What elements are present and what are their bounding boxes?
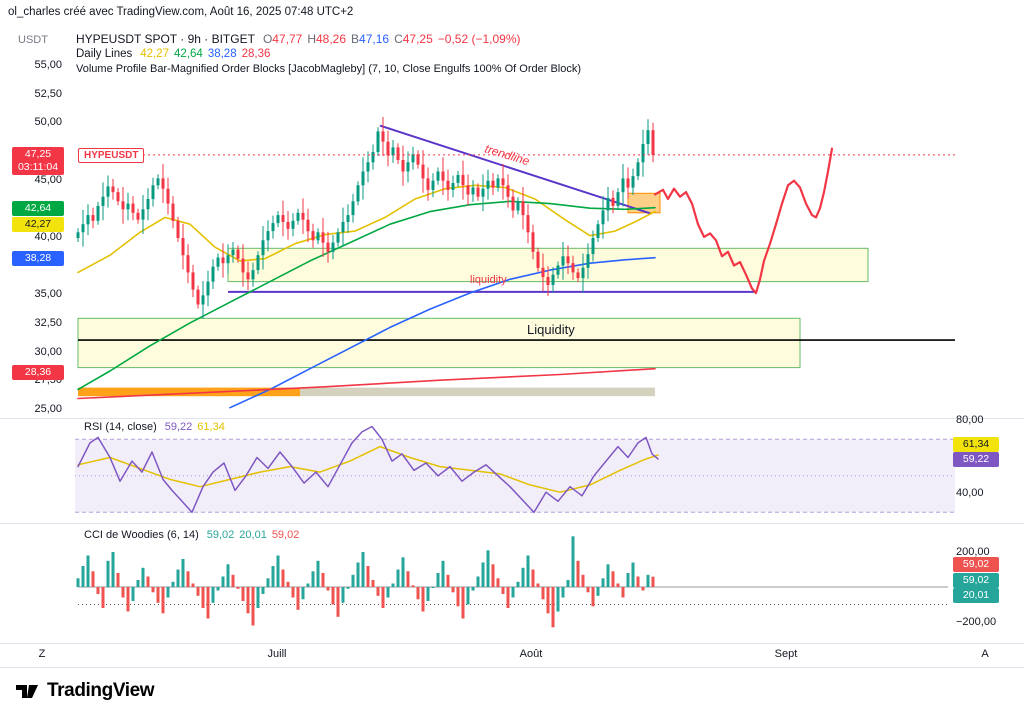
legend-part: 28,36 [241, 48, 271, 60]
price-tick-label: 55,00 [34, 59, 62, 71]
legend-part: HYPEUSDT SPOT · 9h · BITGET [76, 32, 255, 46]
legend-part: −0,52 (−1,09%) [437, 32, 521, 46]
legend-part: RSI (14, close) [84, 421, 157, 433]
legend-part: 59,02 [206, 529, 235, 541]
legend-part: 48,26 [315, 32, 347, 46]
legend-part: B [351, 32, 360, 46]
daily-line-price-badge: 28,36 [12, 365, 64, 380]
indicator-scale-label: 40,00 [956, 487, 984, 499]
liquidity-label-large: Liquidity [527, 322, 575, 337]
legend-part: 42,27 [140, 48, 170, 60]
legend-part: C [394, 32, 403, 46]
time-axis-label: Z [38, 648, 46, 660]
price-tick-label: 45,00 [34, 174, 62, 186]
indicator-scale-label: −200,00 [956, 616, 997, 628]
legend-part: 59,22 [164, 421, 193, 433]
recent-order-block [627, 192, 661, 214]
price-tick-label: 32,50 [34, 317, 62, 329]
indicator-scale-label: 200,00 [956, 546, 990, 558]
daily-line-green [77, 200, 656, 391]
cci-legend[interactable]: CCI de Woodies (6, 14) 59,02 20,01 59,02 [84, 529, 304, 541]
volume-band [300, 387, 655, 397]
symbol-price-badge: HYPEUSDT [78, 148, 145, 163]
daily-line-price-badge: 42,27 [12, 217, 64, 232]
tradingview-logo-icon [16, 685, 38, 698]
rsi-ma-line [77, 445, 659, 493]
cci-histogram [76, 536, 655, 628]
cci-pane-canvas[interactable] [0, 523, 1024, 643]
legend-part: O [262, 32, 273, 46]
rsi-pane-canvas[interactable] [0, 418, 1024, 523]
pane-separator [0, 523, 1024, 524]
price-tick-label: 50,00 [34, 116, 62, 128]
legend-part: 47,25 [402, 32, 433, 46]
tradingview-logo[interactable]: TradingView [14, 678, 155, 704]
indicator-value-badge: 59,02 [953, 573, 999, 588]
indicator-value-badge: 61,34 [953, 437, 999, 452]
rsi-line [77, 425, 659, 514]
indicator-value-badge: 59,22 [953, 452, 999, 467]
indicator-value-badge: 20,01 [953, 588, 999, 603]
volume-profile-legend[interactable]: Volume Profile Bar-Magnified Order Block… [76, 63, 582, 75]
price-tick-label: 40,00 [34, 231, 62, 243]
legend-part: CCI de Woodies (6, 14) [84, 529, 199, 541]
time-axis-label: Août [519, 648, 543, 660]
legend-part: 47,77 [272, 32, 303, 46]
candles-series [76, 117, 655, 319]
attribution-text: ol_charles créé avec TradingView.com, Ao… [8, 6, 354, 18]
price-tick-label: 52,50 [34, 88, 62, 100]
rsi-legend[interactable]: RSI (14, close) 59,22 61,34 [84, 421, 230, 433]
daily-line-price-badge: 38,28 [12, 251, 64, 266]
indicator-value-badge: 59,02 [953, 557, 999, 572]
price-scale-unit: USDT [18, 34, 48, 46]
time-axis-label: Sept [774, 648, 798, 660]
order-block [77, 317, 801, 369]
legend-part: Daily Lines [76, 48, 133, 60]
price-tick-label: 25,00 [34, 403, 62, 415]
price-pane-canvas[interactable]: trendline liquidity Liquidity [0, 28, 1024, 418]
legend-part: H [307, 32, 316, 46]
daily-line-price-badge: 42,64 [12, 201, 64, 216]
legend-part: 20,01 [239, 529, 267, 541]
liquidity-label-small: liquidity [470, 274, 507, 286]
daily-lines-legend[interactable]: Daily Lines 42,27 42,64 38,28 28,36 [76, 48, 275, 60]
pane-separator [0, 418, 1024, 419]
legend-part: 61,34 [197, 421, 225, 433]
volume-band [78, 387, 300, 397]
legend-part: 47,16 [359, 32, 390, 46]
forecast-red-line [653, 147, 834, 295]
pane-separator [0, 643, 1024, 644]
daily-line-red [77, 367, 656, 400]
price-tick-label: 30,00 [34, 346, 62, 358]
time-axis-label: A [981, 648, 989, 660]
descending-trendline [379, 124, 651, 215]
pane-separator [0, 667, 1024, 668]
daily-line-blue [229, 256, 656, 409]
legend-part: 38,28 [207, 48, 237, 60]
legend-part: 42,64 [174, 48, 203, 60]
symbol-legend[interactable]: HYPEUSDT SPOT · 9h · BITGET O47,77 H48,26 B… [76, 32, 526, 46]
indicator-scale-label: 80,00 [956, 414, 984, 426]
price-tick-label: 35,00 [34, 288, 62, 300]
brand-text: TradingView [47, 680, 155, 701]
current-price-badge: 47,25 03:11:04 [12, 147, 64, 175]
legend-part: 59,02 [271, 529, 300, 541]
time-axis-label: Juill [267, 648, 287, 660]
trendline-label: trendline [483, 141, 531, 168]
